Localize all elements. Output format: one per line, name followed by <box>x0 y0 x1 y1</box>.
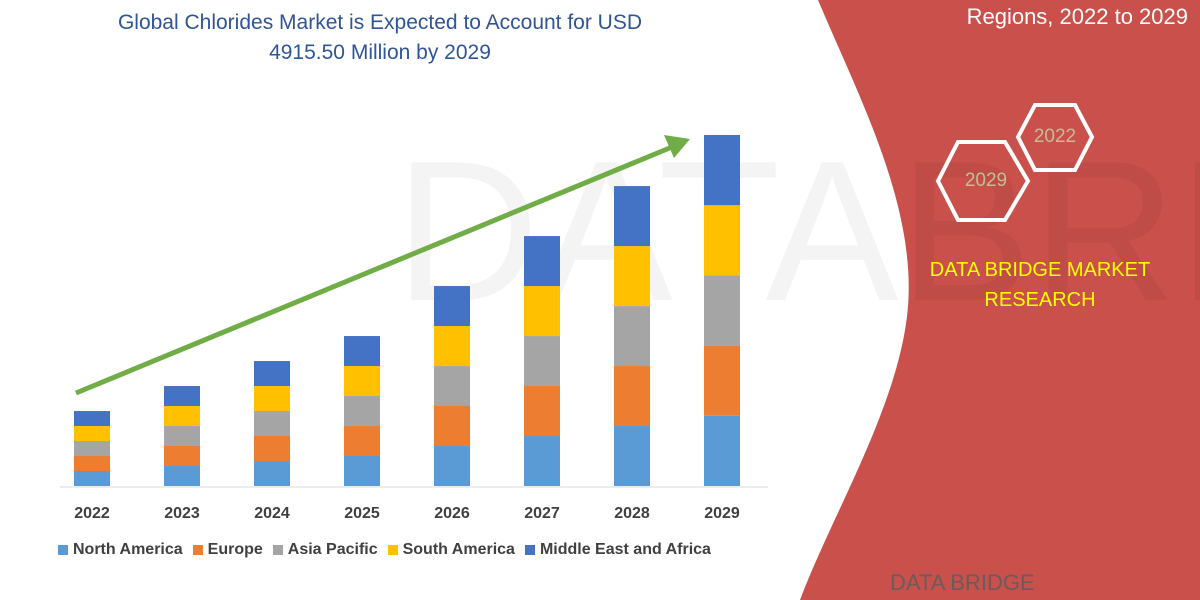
legend-label: South America <box>402 541 515 558</box>
bar-segment <box>614 246 650 307</box>
bar-segment <box>164 466 200 486</box>
brand-text: DATA BRIDGE MARKET RESEARCH <box>885 255 1195 315</box>
side-title: Regions, 2022 to 2029 <box>966 4 1188 29</box>
bar-segment <box>344 366 380 397</box>
bar-segment <box>524 386 560 437</box>
bar-segment <box>524 336 560 387</box>
brand-line-1: DATA BRIDGE MARKET <box>929 259 1151 281</box>
legend-item: Middle East and Africa <box>524 541 711 559</box>
chart-title: Global Chlorides Market is Expected to A… <box>40 8 720 68</box>
x-tick-label: 2027 <box>524 505 560 522</box>
brand-line-2: RESEARCH <box>984 289 1096 311</box>
bar-segment <box>74 426 110 442</box>
legend-swatch <box>272 545 283 555</box>
x-tick-label: 2024 <box>254 505 290 522</box>
legend-item: North America <box>58 541 183 559</box>
bar-segment <box>164 426 200 447</box>
bar-segment <box>704 135 740 206</box>
bar-segment <box>74 411 110 427</box>
bar-segment <box>704 345 740 416</box>
bar-segment <box>524 436 560 486</box>
bar-segment <box>704 205 740 276</box>
title-line-1: Global Chlorides Market is Expected to A… <box>117 11 643 34</box>
trend-arrow <box>75 144 673 396</box>
bar-segment <box>74 456 110 472</box>
bar-segment <box>254 411 290 437</box>
x-tick-label: 2029 <box>704 505 740 522</box>
x-tick-label: 2023 <box>164 505 200 522</box>
legend-item: Asia Pacific <box>272 541 378 559</box>
bar-segment <box>344 336 380 367</box>
legend-item: Europe <box>192 541 263 559</box>
x-tick-label: 2026 <box>434 505 470 522</box>
bar-segment <box>74 471 110 486</box>
hexagon-2022 <box>1015 103 1095 172</box>
bar-segment <box>704 275 740 346</box>
side-panel <box>800 0 1200 600</box>
chart: 2022 2023 2024 2025 2026 2027 2028 2029 <box>60 135 768 522</box>
bar-segment <box>164 446 200 467</box>
bar-segment <box>254 436 290 462</box>
legend-label: Europe <box>207 541 263 558</box>
trend-arrow-head <box>664 135 690 158</box>
legend-swatch <box>58 545 68 555</box>
legend: North America Europe Asia Pacific South Ame… <box>58 541 711 559</box>
bar-segment <box>344 426 380 457</box>
bar-segment <box>614 426 650 486</box>
bar-segment <box>434 326 470 367</box>
hex-label-2029: 2029 <box>964 170 1008 191</box>
legend-swatch <box>524 545 535 555</box>
legend-label: Middle East and Africa <box>539 541 711 558</box>
bar-segment <box>434 446 470 486</box>
bar-segment <box>524 286 560 337</box>
bar-segment <box>614 186 650 247</box>
bar-segment <box>254 361 290 387</box>
legend-label: North America <box>73 541 183 558</box>
legend-label: Asia Pacific <box>287 541 378 558</box>
bar-segment <box>704 415 740 486</box>
hexagon-2029 <box>935 140 1031 222</box>
hex-label-2022: 2022 <box>1033 126 1077 147</box>
bar-segment <box>524 236 560 287</box>
bar-segment <box>614 366 650 427</box>
x-tick-label: 2022 <box>74 505 110 522</box>
bar-segment <box>254 386 290 412</box>
bar-segment <box>344 396 380 427</box>
legend-swatch <box>192 545 203 555</box>
bar-segment <box>74 441 110 457</box>
bar-segment <box>434 366 470 407</box>
bar-segment <box>344 456 380 486</box>
legend-item: South America <box>387 541 515 559</box>
x-tick-label: 2028 <box>614 505 650 522</box>
x-tick-label: 2025 <box>344 505 380 522</box>
bar-segment <box>434 286 470 327</box>
footer-logo: DATA BRIDGE <box>890 570 1035 595</box>
title-line-2: 4915.50 Million by 2029 <box>269 41 491 64</box>
bar-segment <box>254 461 290 486</box>
legend-swatch <box>387 545 398 555</box>
bar-segment <box>614 306 650 367</box>
bar-segment <box>164 406 200 427</box>
bar-segment <box>164 386 200 407</box>
bar-segment <box>434 406 470 447</box>
